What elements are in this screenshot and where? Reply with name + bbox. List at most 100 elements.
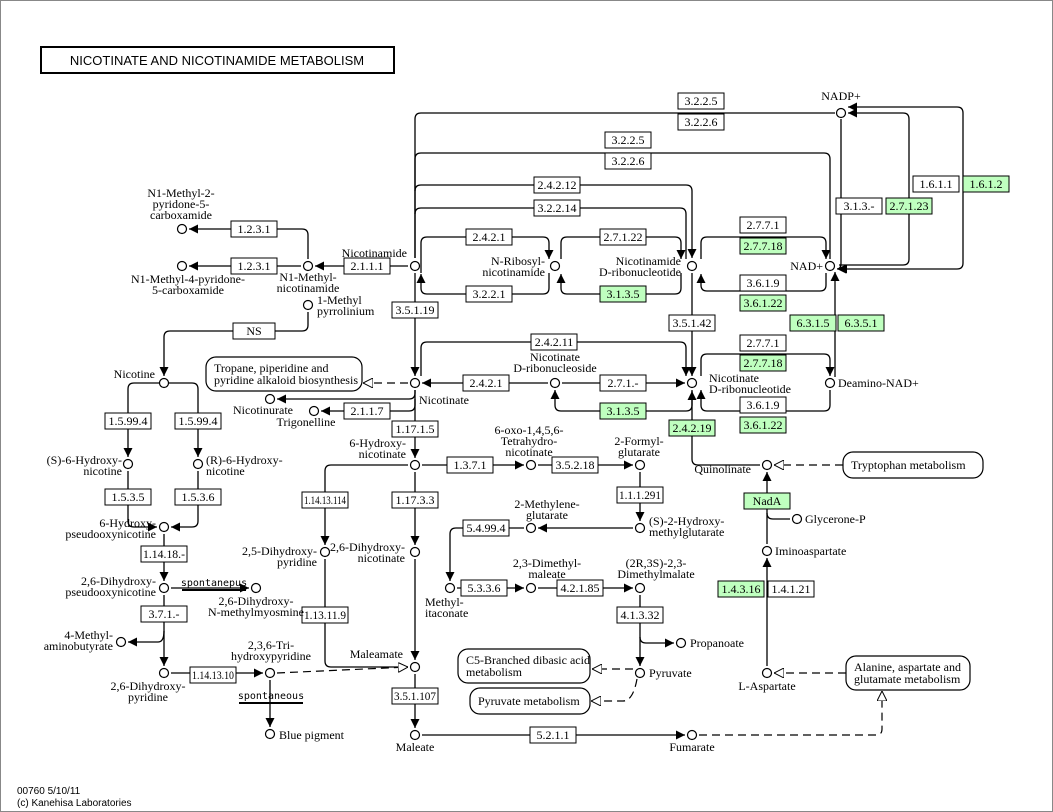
compound-node[interactable] [409,546,421,558]
compound-node[interactable] [549,377,561,389]
compound-blue[interactable]: Blue pigment [264,728,345,742]
compound-nadp[interactable]: NADP+ [821,89,861,119]
compound-glycerone[interactable]: Glycerone-P [791,512,866,526]
compound-node[interactable] [158,582,170,594]
compound-node[interactable] [264,667,276,679]
enzyme-box[interactable]: 2.4.2.1 [462,374,510,392]
compound-hpon[interactable]: 6-Hydroxy-pseudooxynicotine [65,516,170,541]
compound-node[interactable] [525,522,537,534]
enzyme-box[interactable]: 4.2.1.85 [556,579,604,597]
enzyme-box[interactable]: 1.4.3.16 [717,580,765,598]
enzyme-box[interactable]: 3.2.2.6 [677,113,725,131]
compound-node[interactable] [264,393,276,405]
enzyme-box[interactable]: NS [232,322,276,340]
compound-node[interactable] [761,459,773,471]
compound-node[interactable] [308,405,320,417]
compound-deamino[interactable]: Deamino-NAD+ [824,376,919,390]
compound-node[interactable] [675,637,687,649]
compound-dhp25[interactable]: 2,5-Dihydroxy-pyridine [242,544,331,569]
compound-myosmine[interactable]: 2,6-Dihydroxy-N-methylmyosmine [208,582,304,620]
compound-oxo[interactable]: 6-oxo-1,4,5,6-Tetrahydro-nicotinate [495,423,564,471]
enzyme-box[interactable]: 3.2.2.6 [604,152,652,170]
enzyme-box[interactable]: 2.4.2.19 [668,419,716,437]
compound-node[interactable] [176,223,188,235]
enzyme-box[interactable]: 2.1.1.7 [343,402,391,420]
compound-node[interactable] [791,513,803,525]
enzyme-box[interactable]: 3.1.3.5 [599,402,647,420]
enzyme-box[interactable]: 1.5.99.4 [104,412,152,430]
enzyme-box[interactable]: 3.2.2.5 [604,131,652,149]
compound-nrn[interactable]: N-Ribosyl-nicotinamide [482,254,561,279]
compound-node[interactable] [761,667,773,679]
enzyme-box[interactable]: 2.7.7.18 [739,237,787,255]
compound-node[interactable] [192,458,204,470]
compound-dhp26[interactable]: 2,6-Dihydroxy-pyridine [111,667,186,705]
compound-node[interactable] [319,546,331,558]
compound-propanoate[interactable]: Propanoate [675,636,744,650]
enzyme-box[interactable]: 5.3.3.6 [460,579,508,597]
enzyme-box[interactable]: NadA [743,492,791,510]
enzyme-box[interactable]: 3.5.2.18 [551,456,599,474]
compound-fumarate[interactable]: Fumarate [669,729,715,755]
enzyme-box[interactable]: 1.5.3.5 [104,488,152,506]
compound-node[interactable] [409,459,421,471]
compound-node[interactable] [634,522,646,534]
compound-node[interactable] [302,299,314,311]
pathway-map-link[interactable]: Tryptophan metabolism [842,451,984,479]
compound-mg[interactable]: 2-Methylene-glutarate [514,497,580,534]
compound-mab[interactable]: 4-Methyl-aminobutyrate [44,628,127,653]
compound-hn6[interactable]: 6-Hydroxy-nicotinate [349,436,421,471]
compound-node[interactable] [409,260,421,272]
enzyme-box[interactable]: 2.7.7.1 [739,216,787,234]
compound-maleate[interactable]: Maleate [396,729,435,755]
enzyme-box[interactable]: 3.1.3.- [835,197,883,215]
enzyme-box[interactable]: 2.4.2.1 [465,228,513,246]
compound-node[interactable] [176,260,188,272]
pathway-map-link[interactable]: Pyruvate metabolism [469,687,591,715]
compound-trigonelline[interactable]: Trigonelline [277,405,336,430]
enzyme-box[interactable]: 2.4.2.11 [530,333,578,351]
enzyme-box[interactable]: 2.7.1.22 [599,228,647,246]
enzyme-box[interactable]: 5.4.99.4 [462,519,510,537]
enzyme-box[interactable]: 5.2.1.1 [529,726,577,744]
compound-node[interactable] [549,260,561,272]
compound-node[interactable] [409,729,421,741]
compound-node[interactable] [686,377,698,389]
enzyme-box[interactable]: 3.2.2.1 [465,285,513,303]
compound-maleamate[interactable]: Maleamate [350,647,421,673]
compound-nicotine[interactable]: Nicotine [114,367,170,389]
enzyme-box[interactable]: 6.3.5.1 [837,314,885,332]
compound-node[interactable] [158,377,170,389]
enzyme-box[interactable]: 3.5.1.19 [391,301,439,319]
compound-dhn[interactable]: 2,6-Dihydroxy-nicotinate [330,540,421,565]
enzyme-box[interactable]: 2.1.1.1 [343,257,391,275]
compound-node[interactable] [686,729,698,741]
enzyme-box[interactable]: 2.7.1.23 [885,197,933,215]
compound-r6h[interactable]: (R)-6-Hydroxy-nicotine [192,453,283,478]
enzyme-box[interactable]: 6.3.1.5 [789,314,837,332]
enzyme-box[interactable]: 2.7.7.18 [739,354,787,372]
enzyme-box[interactable]: 1.6.1.1 [912,175,960,193]
compound-node[interactable] [686,260,698,272]
compound-nicotinurate[interactable]: Nicotinurate [233,393,293,418]
enzyme-box[interactable]: 3.6.1.22 [739,294,787,312]
enzyme-box[interactable]: 3.2.2.14 [533,199,581,217]
compound-n1m2p[interactable]: N1-Methyl-2-pyridone-5-carboxamide [147,186,215,235]
compound-dmmal[interactable]: (2R,3S)-2,3-Dimethylmalate [617,556,695,594]
compound-mi[interactable]: Methyl-itaconate [425,582,468,621]
enzyme-box[interactable]: 1.5.99.4 [174,412,222,430]
enzyme-box[interactable]: 4.1.3.32 [616,606,664,624]
compound-node[interactable] [302,260,314,272]
enzyme-box[interactable]: 2.7.1.- [599,374,647,392]
enzyme-box[interactable]: 1.14.13.10 [189,666,237,684]
compound-n1m4p[interactable]: N1-Methyl-4-pyridone-5-carboxamide [131,260,245,298]
enzyme-box[interactable]: 1.2.3.1 [230,257,278,275]
compound-node[interactable] [409,377,421,389]
compound-dhpon[interactable]: 2,6-Dihydroxy-pseudooxynicotine [65,574,170,599]
enzyme-box[interactable]: 1.14.13.114 [301,491,349,509]
